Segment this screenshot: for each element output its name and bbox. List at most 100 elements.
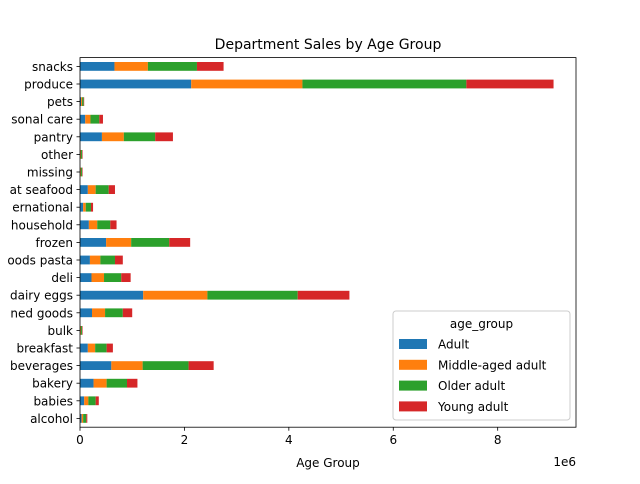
y-tick-label: alcohol (30, 412, 73, 426)
bar-segment-pantry-s1 (101, 132, 124, 142)
bar-segment-beverages-s3 (188, 361, 214, 370)
bar-segment-meat-seafood-s1 (87, 185, 96, 194)
x-tick-label: 2 (181, 433, 189, 447)
bar-segment-bakery-s2 (106, 378, 127, 388)
bar-segment-dairy-eggs-s0 (80, 290, 144, 300)
y-tick-label: breakfast (16, 342, 73, 356)
legend-label: Middle-aged adult (438, 358, 547, 372)
bar-segment-dry-goods-pasta-s2 (100, 255, 115, 265)
x-axis-label: Age Group (296, 456, 360, 470)
bar-segment-pets-s0 (80, 97, 82, 106)
y-tick-label: other (41, 148, 73, 162)
y-tick-label: oods pasta (7, 254, 73, 268)
x-tick-label: 0 (76, 433, 84, 447)
bar-segment-household-s0 (80, 220, 89, 230)
plot-frame (79, 57, 577, 428)
bar-segment-frozen-s2 (131, 238, 170, 247)
bar-segment-canned-goods-s1 (92, 308, 106, 318)
y-tick-label: missing (27, 166, 73, 180)
bar-segment-personal-care-s3 (99, 114, 103, 124)
legend-swatch (399, 380, 427, 391)
legend-title: age_group (450, 317, 513, 331)
y-tick-label: pantry (34, 130, 73, 144)
y-tick-label: bakery (32, 377, 73, 391)
bar-segment-international-s0 (80, 202, 84, 212)
y-tick-label: at seafood (10, 183, 73, 197)
bar-segment-pets-s3 (83, 97, 85, 106)
bar-segment-dairy-eggs-s3 (297, 290, 350, 300)
bar-segment-pantry-s2 (123, 132, 156, 142)
legend-swatch (399, 339, 427, 349)
y-axis-ticks: alcohol babies bakery beverages breakfast bul… (7, 60, 80, 426)
legend: age_group Adult Middle-aged adult Older ad… (392, 310, 571, 421)
bar-segment-babies-s0 (80, 396, 85, 406)
bar-segment-snacks-s2 (147, 62, 197, 71)
legend-items: Adult Middle-aged adult Older adult Young a… (399, 338, 547, 414)
x-tick-label: 6 (389, 433, 397, 447)
y-tick-label: produce (24, 78, 73, 92)
bar-segment-produce-s1 (191, 79, 303, 89)
y-tick-label: frozen (35, 236, 73, 250)
bar-segment-bulk-s2 (81, 326, 83, 335)
bar-segment-frozen-s3 (169, 238, 191, 247)
bar-segment-beverages-s2 (142, 361, 189, 370)
bar-segment-meat-seafood-s2 (95, 185, 109, 194)
bar-segment-breakfast-s0 (80, 343, 88, 353)
bar-segment-snacks-s0 (80, 62, 115, 71)
bar-segment-deli-s1 (91, 273, 105, 282)
bar-segment-pantry-s3 (155, 132, 173, 142)
bar-segment-beverages-s0 (80, 361, 112, 370)
bar-segment-alcohol-s2 (83, 414, 87, 423)
bar-segment-other-s2 (81, 150, 83, 159)
bar-segment-meat-seafood-s0 (80, 185, 88, 194)
x-tick-label: 8 (494, 433, 502, 447)
legend-frame (392, 310, 571, 421)
bar-segment-household-s2 (97, 220, 111, 230)
bar-segment-dry-goods-pasta-s0 (80, 255, 90, 265)
bar-segment-frozen-s1 (106, 238, 132, 247)
bar-segment-deli-s3 (121, 273, 131, 282)
bar-segment-beverages-s1 (111, 361, 143, 370)
bar-segment-missing-s2 (81, 167, 83, 177)
bar-segment-international-s2 (85, 202, 91, 212)
bar-segment-canned-goods-s2 (105, 308, 123, 318)
bar-segment-frozen-s0 (80, 238, 107, 247)
x-axis-offset-label: 1e6 (553, 455, 576, 469)
x-tick-label: 4 (285, 433, 293, 447)
bar-segment-dairy-eggs-s1 (143, 290, 208, 300)
bar-segment-bakery-s0 (80, 378, 94, 388)
bar-segment-household-s3 (110, 220, 117, 230)
legend-label: Adult (438, 338, 470, 352)
y-tick-label: ernational (12, 201, 73, 215)
legend-label: Young adult (437, 400, 509, 414)
bar-segment-international-s1 (83, 202, 86, 212)
bar-segment-snacks-s3 (196, 62, 224, 71)
y-tick-label: snacks (32, 60, 73, 74)
bar-segment-personal-care-s1 (85, 114, 91, 124)
bar-segment-breakfast-s2 (95, 343, 107, 353)
bar-segment-babies-s1 (84, 396, 89, 406)
bar-segment-produce-s0 (80, 79, 192, 89)
bar-segment-other-s1 (80, 150, 82, 159)
bar-segment-pets-s1 (81, 97, 83, 106)
bar-segment-alcohol-s3 (86, 414, 88, 423)
bar-segment-missing-s1 (80, 167, 82, 177)
y-tick-label: sonal care (11, 113, 73, 127)
bar-segment-pets-s2 (82, 97, 84, 106)
bar-segment-babies-s3 (95, 396, 99, 406)
bar-segment-bulk-s1 (80, 326, 82, 335)
bar-segment-missing-s3 (82, 167, 83, 177)
bar-segment-dry-goods-pasta-s3 (114, 255, 123, 265)
bar-segment-dairy-eggs-s2 (207, 290, 298, 300)
bar-segment-personal-care-s2 (90, 114, 100, 124)
legend-swatch (399, 359, 427, 370)
y-tick-label: dairy eggs (10, 289, 73, 303)
x-axis-ticks: 0 2 4 6 8 (76, 427, 502, 447)
bar-segment-produce-s2 (302, 79, 467, 89)
bar-segment-household-s1 (88, 220, 98, 230)
bar-segment-dry-goods-pasta-s1 (89, 255, 101, 265)
y-tick-label: babies (33, 394, 73, 408)
bar-segment-personal-care-s0 (80, 114, 86, 124)
bars-group (80, 62, 554, 423)
bar-segment-pantry-s0 (80, 132, 102, 142)
